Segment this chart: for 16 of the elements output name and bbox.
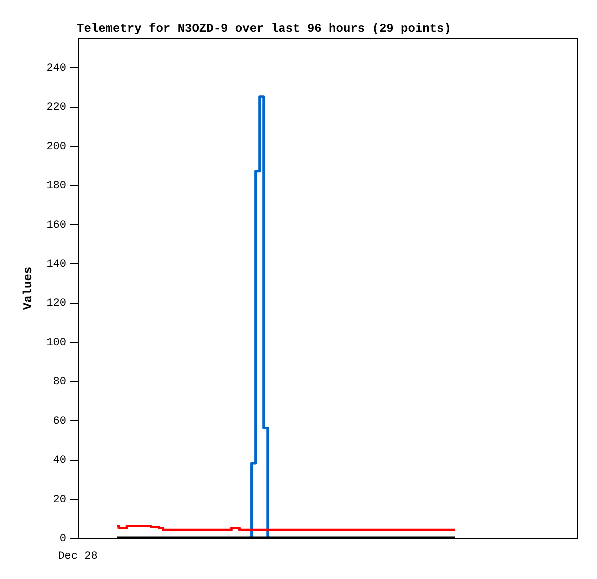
y-axis-title: Values [22,266,36,310]
y-tick-label: 0 [60,534,66,546]
y-tick-label: 120 [46,298,66,310]
y-tick-label: 100 [46,337,66,350]
y-tick-label: 20 [53,494,66,506]
y-tick-label: 80 [53,376,66,389]
y-tick-label: 140 [46,258,66,271]
text: Dec 28 [58,551,98,563]
y-tick-label: 220 [46,102,66,114]
y-tick-label: 40 [53,455,66,468]
y-tick-label: 160 [46,220,66,232]
y-tick-label: 200 [46,141,66,154]
y-tick-label: 180 [46,180,66,193]
chart-title: Telemetry for N3OZD-9 over last 96 hours (29 points) [77,22,452,36]
y-tick-label: 60 [53,416,66,428]
y-tick-label: 240 [46,62,66,75]
